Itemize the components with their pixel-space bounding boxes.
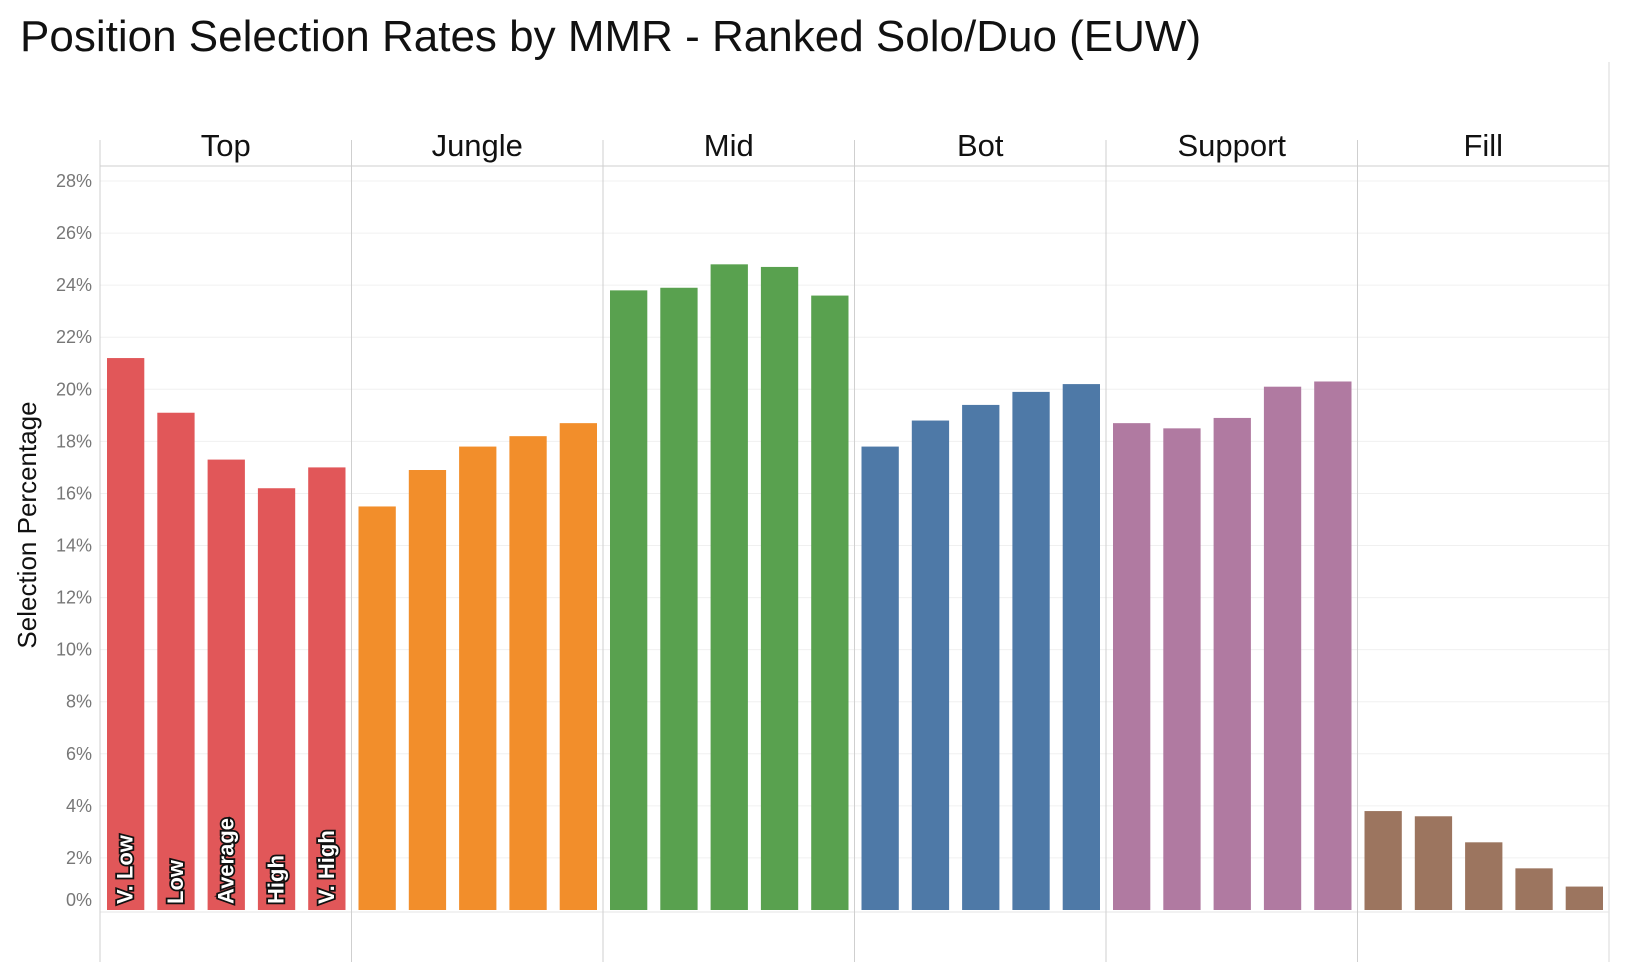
y-tick-label: 2% (66, 848, 92, 868)
bar-jungle-v-high (559, 423, 597, 910)
panels: Top Jungle Mid Bot Support Fill (99, 62, 1610, 962)
bar-labels: V. Low Low Average High V. High (111, 816, 341, 906)
bar-support-average (1213, 417, 1251, 910)
bar-fill-v-high (1565, 886, 1603, 910)
bar-fill-v-low (1364, 811, 1402, 910)
bar-jungle-low (408, 470, 447, 910)
panel-label-jungle: Jungle (432, 128, 523, 163)
y-tick-label: 10% (56, 640, 92, 660)
bar-category-label: V. Low (113, 834, 138, 904)
bars (107, 264, 1603, 911)
y-axis-title: Selection Percentage (12, 401, 42, 648)
bar-bot-average (962, 404, 1000, 910)
bar-support-low (1163, 428, 1201, 910)
panel-label-fill: Fill (1463, 128, 1503, 163)
y-tick-label: 14% (56, 536, 92, 556)
y-tick-label: 6% (66, 744, 92, 764)
y-tick-label: 12% (56, 588, 92, 608)
bar-jungle-average (459, 446, 497, 910)
bar-top-v-low (107, 358, 145, 910)
y-axis: 0% 2% 4% 6% 8% 10% 12% 14% 16% 18% 20% 22% 24% 26% 28% (56, 171, 92, 910)
bar-fill-low (1414, 816, 1453, 910)
bar-top-v-high (308, 467, 346, 910)
bar-category-label: High (264, 855, 289, 904)
bar-bot-high (1012, 391, 1050, 911)
panel-label-top: Top (201, 128, 251, 163)
bar-bot-low (911, 420, 950, 910)
panel-label-support: Support (1177, 128, 1286, 163)
y-tick-label: 26% (56, 223, 92, 243)
y-tick-label: 8% (66, 692, 92, 712)
bar-mid-v-low (610, 290, 648, 911)
bar-support-v-high (1314, 381, 1352, 910)
y-tick-label: 24% (56, 275, 92, 295)
y-tick-label: 0% (66, 890, 92, 910)
y-tick-label: 20% (56, 379, 92, 399)
bar-mid-v-high (811, 295, 849, 911)
y-tick-label: 4% (66, 796, 92, 816)
bar-jungle-v-low (358, 506, 396, 910)
bar-category-label: Low (163, 859, 188, 904)
bar-top-average (207, 459, 245, 910)
chart-title: Position Selection Rates by MMR - Ranked… (20, 12, 1202, 61)
bar-support-v-low (1113, 423, 1151, 910)
bar-fill-average (1465, 842, 1503, 910)
bar-bot-v-high (1062, 384, 1100, 911)
panel-label-mid: Mid (704, 128, 754, 163)
y-tick-label: 22% (56, 327, 92, 347)
bar-jungle-high (509, 436, 547, 910)
y-tick-label: 18% (56, 431, 92, 451)
bar-mid-high (760, 266, 799, 910)
bar-fill-high (1515, 868, 1553, 910)
bar-mid-low (660, 287, 698, 910)
bar-category-label: Average (213, 818, 238, 904)
bar-top-high (257, 488, 296, 910)
y-tick-label: 28% (56, 171, 92, 191)
y-tick-label: 16% (56, 483, 92, 503)
bar-bot-v-low (861, 446, 899, 910)
bar-support-high (1263, 386, 1302, 911)
panel-label-bot: Bot (957, 128, 1004, 163)
bar-category-label: V. High (314, 830, 339, 904)
bar-top-low (157, 412, 195, 910)
bar-mid-average (710, 264, 748, 910)
